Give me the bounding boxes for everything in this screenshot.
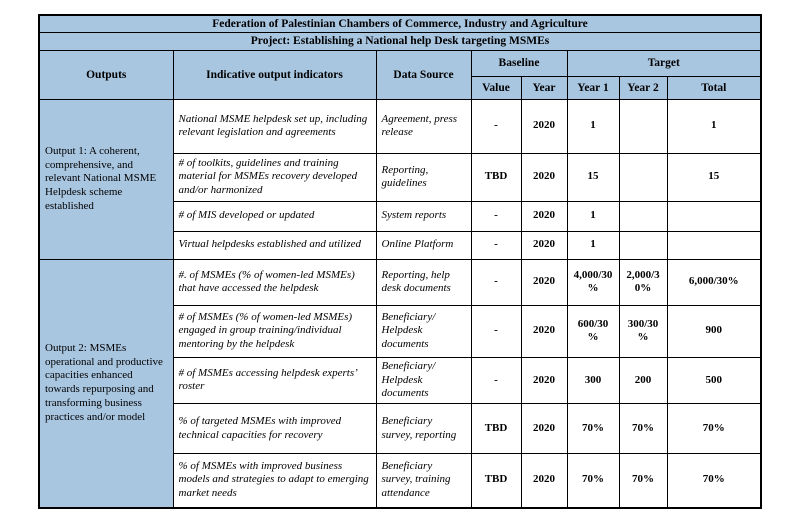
year2-cell: 2,000/30% <box>618 258 668 306</box>
indicator-cell: # of MSMEs accessing helpdesk experts’ r… <box>172 356 377 405</box>
year2-cell <box>618 98 668 154</box>
baseline-value-cell: TBD <box>470 403 522 454</box>
year2-cell: 300/30% <box>618 304 668 358</box>
col-header-year: Year <box>520 75 568 100</box>
total-cell: 500 <box>666 356 762 405</box>
total-cell: 1 <box>666 98 762 154</box>
year1-cell: 15 <box>566 152 620 202</box>
source-cell: Reporting, help desk documents <box>375 258 472 306</box>
baseline-value-cell: - <box>470 200 522 232</box>
baseline-year-cell: 2020 <box>520 403 568 454</box>
baseline-value-cell: - <box>470 98 522 154</box>
baseline-value-cell: - <box>470 304 522 358</box>
year1-cell: 1 <box>566 98 620 154</box>
col-header-indicators: Indicative output indicators <box>172 49 377 100</box>
baseline-year-cell: 2020 <box>520 304 568 358</box>
year1-cell: 70% <box>566 403 620 454</box>
col-header-data-source: Data Source <box>375 49 472 100</box>
source-cell: Beneficiary/ Helpdesk documents <box>375 356 472 405</box>
logframe-table: Federation of Palestinian Chambers of Co… <box>38 14 763 509</box>
baseline-year-cell: 2020 <box>520 453 568 508</box>
year1-cell: 300 <box>566 356 620 405</box>
output-1-cell: Output 1: A coherent, comprehensive, and… <box>38 98 174 260</box>
indicator-cell: % of targeted MSMEs with improved techni… <box>172 403 377 454</box>
year2-cell: 70% <box>618 453 668 508</box>
indicator-cell: # of toolkits, guidelines and training m… <box>172 152 377 202</box>
indicator-cell: # of MSMEs (% of women-led MSMEs) engage… <box>172 304 377 358</box>
col-header-year2: Year 2 <box>618 75 668 100</box>
total-cell <box>666 230 762 260</box>
total-cell: 15 <box>666 152 762 202</box>
baseline-year-cell: 2020 <box>520 258 568 306</box>
year1-cell: 1 <box>566 200 620 232</box>
indicator-cell: # of MIS developed or updated <box>172 200 377 232</box>
year2-cell <box>618 230 668 260</box>
indicator-cell: #. of MSMEs (% of women-led MSMEs) that … <box>172 258 377 306</box>
col-header-value: Value <box>470 75 522 100</box>
baseline-year-cell: 2020 <box>520 98 568 154</box>
indicator-cell: Virtual helpdesks established and utiliz… <box>172 230 377 260</box>
year1-cell: 70% <box>566 453 620 508</box>
total-cell: 70% <box>666 403 762 454</box>
baseline-value-cell: - <box>470 356 522 405</box>
year1-cell: 1 <box>566 230 620 260</box>
baseline-value-cell: - <box>470 258 522 306</box>
source-cell: Beneficiary survey, reporting <box>375 403 472 454</box>
total-cell: 6,000/30% <box>666 258 762 306</box>
table-subtitle: Project: Establishing a National help De… <box>38 32 762 51</box>
year2-cell <box>618 200 668 232</box>
total-cell: 70% <box>666 453 762 508</box>
source-cell: System reports <box>375 200 472 232</box>
baseline-year-cell: 2020 <box>520 230 568 260</box>
baseline-value-cell: TBD <box>470 152 522 202</box>
source-cell: Reporting, guidelines <box>375 152 472 202</box>
baseline-year-cell: 2020 <box>520 356 568 405</box>
col-header-target: Target <box>566 49 762 77</box>
baseline-value-cell: TBD <box>470 453 522 508</box>
total-cell: 900 <box>666 304 762 358</box>
baseline-value-cell: - <box>470 230 522 260</box>
year1-cell: 4,000/30% <box>566 258 620 306</box>
source-cell: Beneficiary/ Helpdesk documents <box>375 304 472 358</box>
baseline-year-cell: 2020 <box>520 200 568 232</box>
output-2-cell: Output 2: MSMEs operational and producti… <box>38 258 174 509</box>
col-header-total: Total <box>666 75 762 100</box>
source-cell: Agreement, press release <box>375 98 472 154</box>
col-header-outputs: Outputs <box>38 49 174 100</box>
indicator-cell: % of MSMEs with improved business models… <box>172 453 377 508</box>
col-header-year1: Year 1 <box>566 75 620 100</box>
year1-cell: 600/30% <box>566 304 620 358</box>
total-cell <box>666 200 762 232</box>
table-title: Federation of Palestinian Chambers of Co… <box>38 14 762 34</box>
year2-cell: 70% <box>618 403 668 454</box>
baseline-year-cell: 2020 <box>520 152 568 202</box>
source-cell: Online Platform <box>375 230 472 260</box>
year2-cell <box>618 152 668 202</box>
source-cell: Beneficiary survey, training attendance <box>375 453 472 508</box>
col-header-baseline: Baseline <box>470 49 568 77</box>
indicator-cell: National MSME helpdesk set up, including… <box>172 98 377 154</box>
year2-cell: 200 <box>618 356 668 405</box>
